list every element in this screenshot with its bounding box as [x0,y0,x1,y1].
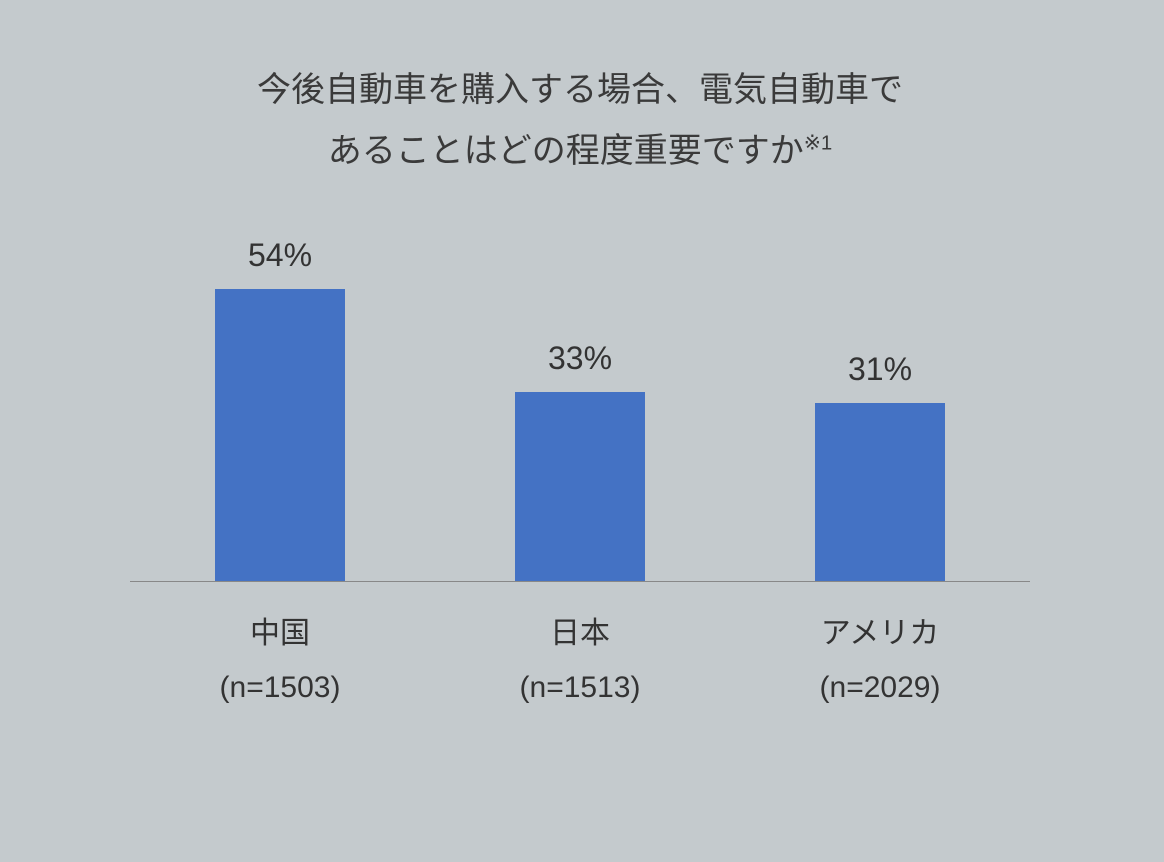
plot-area: 54% 33% 31% 中国 (n=1503) 日本 (n=1513) ア [130,237,1030,715]
category-label: 中国 [130,607,430,661]
title-line-1: 今後自動車を購入する場合、電気自動車で [130,60,1030,121]
bar-group: 31% [730,237,1030,581]
bar-chart: 今後自動車を購入する場合、電気自動車で あることはどの程度重要ですか※1 54%… [130,60,1030,715]
x-label-group: 日本 (n=1513) [430,607,730,715]
title-line-2: あることはどの程度重要ですか※1 [130,121,1030,182]
bars-row: 54% 33% 31% [130,237,1030,582]
bar-group: 54% [130,237,430,581]
value-label: 54% [248,237,312,274]
x-label-group: アメリカ (n=2029) [730,607,1030,715]
x-axis-labels: 中国 (n=1503) 日本 (n=1513) アメリカ (n=2029) [130,607,1030,715]
bar [215,289,345,581]
n-label: (n=1513) [430,661,730,715]
title-footnote: ※1 [804,133,832,155]
category-label: 日本 [430,607,730,661]
category-label: アメリカ [730,607,1030,661]
chart-title: 今後自動車を購入する場合、電気自動車で あることはどの程度重要ですか※1 [130,60,1030,182]
bar [515,392,645,582]
bar-group: 33% [430,237,730,581]
value-label: 33% [548,340,612,377]
bar [815,403,945,581]
n-label: (n=1503) [130,661,430,715]
n-label: (n=2029) [730,661,1030,715]
value-label: 31% [848,351,912,388]
x-label-group: 中国 (n=1503) [130,607,430,715]
